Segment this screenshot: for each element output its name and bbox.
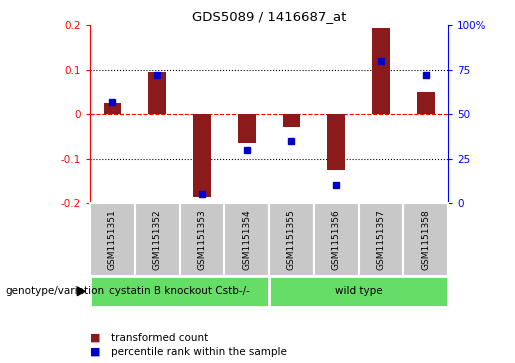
- Bar: [148, 72, 166, 114]
- Bar: [193, 114, 211, 197]
- Text: cystatin B knockout Cstb-/-: cystatin B knockout Cstb-/-: [109, 286, 250, 296]
- Text: GSM1151354: GSM1151354: [242, 209, 251, 270]
- Text: ■: ■: [90, 333, 100, 343]
- FancyBboxPatch shape: [135, 203, 180, 276]
- FancyBboxPatch shape: [180, 203, 225, 276]
- Text: GSM1151356: GSM1151356: [332, 209, 341, 270]
- Text: GSM1151351: GSM1151351: [108, 209, 117, 270]
- Text: wild type: wild type: [335, 286, 382, 296]
- Text: GSM1151352: GSM1151352: [153, 209, 162, 270]
- Bar: [104, 103, 122, 114]
- FancyBboxPatch shape: [269, 276, 448, 307]
- FancyBboxPatch shape: [403, 203, 448, 276]
- FancyBboxPatch shape: [269, 203, 314, 276]
- Bar: [238, 114, 255, 143]
- Bar: [372, 28, 390, 114]
- Text: ■: ■: [90, 347, 100, 357]
- Text: genotype/variation: genotype/variation: [5, 286, 104, 296]
- Text: percentile rank within the sample: percentile rank within the sample: [111, 347, 287, 357]
- Text: GSM1151357: GSM1151357: [376, 209, 385, 270]
- Bar: [327, 114, 345, 170]
- Text: GSM1151355: GSM1151355: [287, 209, 296, 270]
- Bar: [283, 114, 300, 127]
- FancyBboxPatch shape: [358, 203, 403, 276]
- FancyBboxPatch shape: [225, 203, 269, 276]
- FancyBboxPatch shape: [90, 203, 135, 276]
- FancyBboxPatch shape: [314, 203, 358, 276]
- Text: GSM1151353: GSM1151353: [197, 209, 207, 270]
- Bar: [417, 92, 435, 114]
- Text: GSM1151358: GSM1151358: [421, 209, 430, 270]
- Text: transformed count: transformed count: [111, 333, 208, 343]
- Title: GDS5089 / 1416687_at: GDS5089 / 1416687_at: [192, 10, 346, 23]
- FancyBboxPatch shape: [90, 276, 269, 307]
